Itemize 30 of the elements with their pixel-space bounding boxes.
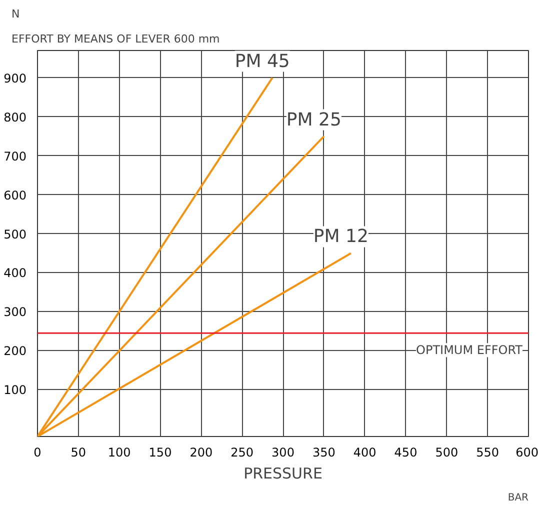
y-tick-label: 800	[4, 110, 26, 124]
chart-title: EFFORT BY MEANS OF LEVER 600 mm	[12, 32, 220, 46]
y-tick-label: 700	[4, 149, 26, 164]
series-label: PM 12	[313, 226, 368, 248]
x-tick-label: 550	[476, 446, 500, 460]
y-tick-label: 900	[4, 71, 26, 86]
x-tick-label: 300	[272, 446, 294, 460]
y-tick-label: 200	[4, 344, 26, 358]
y-axis-title: N	[12, 8, 20, 20]
x-tick-label: 500	[435, 446, 458, 460]
x-tick-label: 350	[312, 446, 336, 460]
x-tick-label: 250	[230, 446, 254, 460]
x-tick-label: 600	[516, 446, 538, 460]
series-label: PM 25	[286, 109, 342, 130]
x-tick-label: 150	[148, 446, 172, 460]
text: BAR	[508, 492, 529, 504]
y-tick-label: 500	[4, 227, 26, 242]
x-tick-label: 400	[353, 446, 376, 460]
x-tick-label: 50	[70, 446, 86, 460]
series-label: PM 45	[234, 50, 290, 72]
y-tick-label: 400	[4, 266, 26, 280]
x-tick-label: 0	[34, 446, 42, 460]
y-tick-label: 300	[4, 305, 26, 320]
y-tick-label: 100	[4, 383, 26, 398]
ref-line-label: OPTIMUM EFFORT	[416, 343, 524, 358]
x-tick-label: 200	[190, 446, 213, 460]
x-axis-title: PRESSURE	[244, 464, 322, 482]
x-tick-label: 450	[394, 446, 418, 460]
x-tick-label: 100	[108, 446, 131, 460]
y-tick-label: 600	[4, 188, 26, 202]
